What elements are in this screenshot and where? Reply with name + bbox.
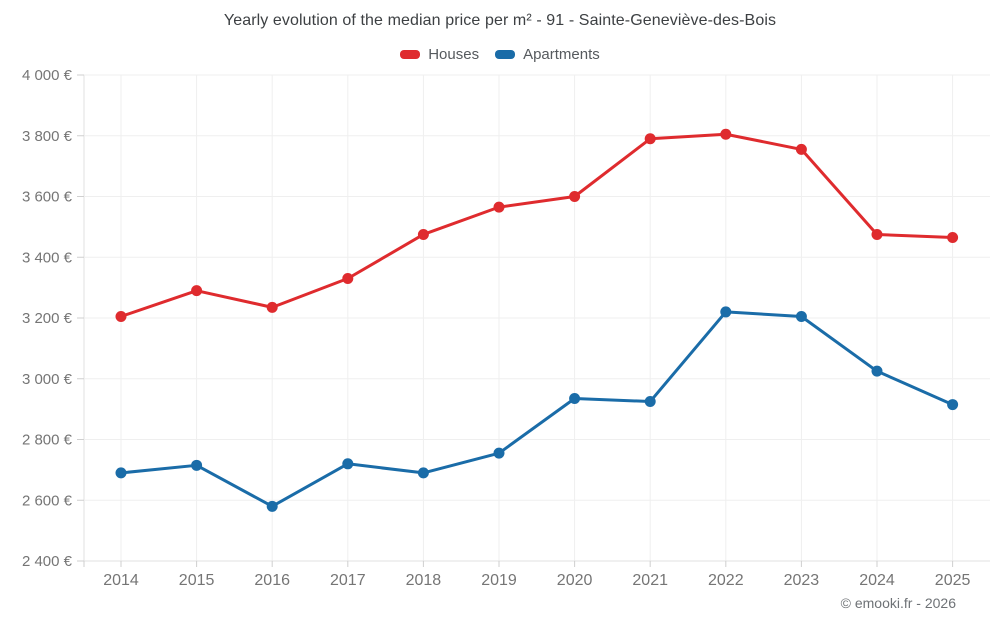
data-point-apartments-2016[interactable]: [266, 500, 278, 512]
data-point-apartments-2019[interactable]: [493, 447, 505, 459]
data-point-houses-2019[interactable]: [493, 201, 505, 213]
data-point-apartments-2018[interactable]: [417, 467, 429, 479]
data-point-houses-2022[interactable]: [720, 128, 732, 140]
data-point-apartments-2023[interactable]: [795, 310, 807, 322]
x-axis-label: 2016: [254, 572, 290, 589]
legend: Houses Apartments: [0, 46, 1000, 63]
data-point-apartments-2015[interactable]: [191, 459, 203, 471]
x-axis-label: 2022: [708, 572, 744, 589]
x-axis-label: 2018: [406, 572, 442, 589]
series-line-houses: [119, 132, 955, 318]
y-axis-label: 2 400 €: [22, 553, 73, 570]
x-axis-label: 2025: [935, 572, 971, 589]
y-axis-label: 4 000 €: [22, 67, 73, 84]
data-point-houses-2017[interactable]: [342, 273, 354, 285]
data-point-houses-2025[interactable]: [947, 232, 959, 244]
data-point-houses-2018[interactable]: [417, 228, 429, 240]
legend-label-apartments: Apartments: [523, 46, 600, 63]
data-point-houses-2023[interactable]: [795, 143, 807, 155]
apartments-series-swatch-icon: [495, 50, 516, 59]
data-point-houses-2016[interactable]: [266, 301, 278, 313]
data-point-houses-2014[interactable]: [115, 310, 127, 322]
data-point-houses-2015[interactable]: [191, 285, 203, 297]
x-axis-label: 2017: [330, 572, 366, 589]
x-axis-label: 2023: [784, 572, 820, 589]
data-point-houses-2020[interactable]: [569, 191, 581, 202]
series-line-apartments: [119, 310, 955, 508]
data-point-apartments-2024[interactable]: [871, 365, 883, 377]
y-axis-label: 2 800 €: [22, 432, 73, 449]
x-axis-label: 2024: [859, 572, 895, 589]
data-point-apartments-2025[interactable]: [947, 399, 959, 411]
x-axis-label: 2015: [179, 572, 215, 589]
x-axis-label: 2014: [103, 572, 139, 589]
legend-item-houses[interactable]: Houses: [400, 46, 479, 63]
x-axis-label: 2021: [632, 572, 668, 589]
data-point-apartments-2017[interactable]: [342, 458, 354, 470]
data-point-houses-2021[interactable]: [644, 133, 656, 145]
data-point-apartments-2021[interactable]: [644, 396, 656, 408]
chart-title: Yearly evolution of the median price per…: [223, 12, 777, 29]
y-axis-label: 3 400 €: [22, 249, 73, 266]
data-point-houses-2024[interactable]: [871, 228, 883, 240]
data-point-apartments-2020[interactable]: [569, 392, 581, 404]
data-point-apartments-2022[interactable]: [720, 306, 732, 318]
y-axis-label: 3 600 €: [22, 189, 73, 206]
y-axis-label: 3 000 €: [22, 371, 73, 388]
houses-series-swatch-icon: [400, 50, 421, 59]
y-axis-label: 3 800 €: [22, 128, 73, 145]
credit-text: © emooki.fr - 2026: [840, 595, 956, 611]
y-axis-label: 3 200 €: [22, 310, 73, 327]
legend-item-apartments[interactable]: Apartments: [495, 46, 600, 63]
y-axis-label: 2 600 €: [22, 492, 73, 509]
x-axis-label: 2020: [557, 572, 593, 589]
data-point-apartments-2014[interactable]: [115, 467, 127, 479]
x-axis-label: 2019: [481, 572, 517, 589]
legend-label-houses: Houses: [428, 46, 480, 63]
